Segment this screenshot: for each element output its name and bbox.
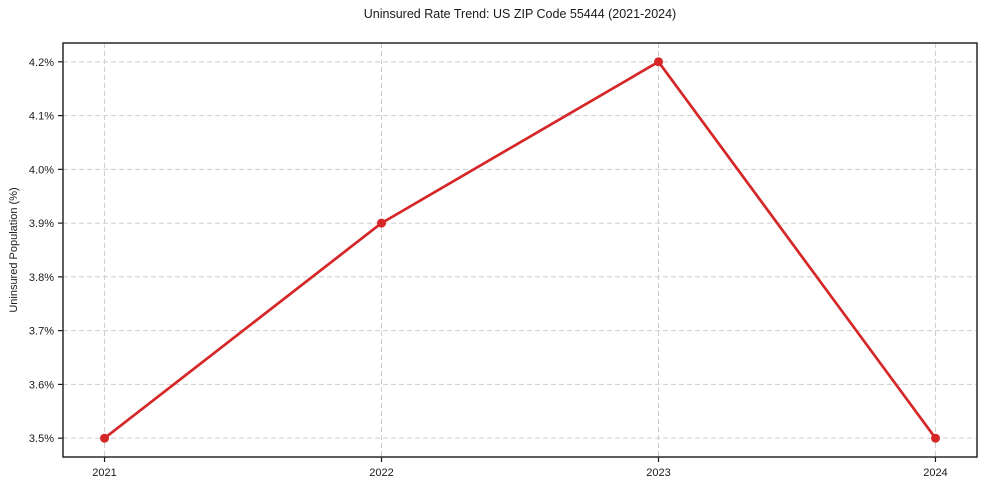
data-point-marker <box>931 433 940 443</box>
y-tick-label: 3.5% <box>29 433 54 445</box>
trend-line <box>103 60 937 440</box>
x-tick-label: 2023 <box>646 467 670 479</box>
y-tick-label: 3.9% <box>29 218 54 230</box>
x-tick-label: 2024 <box>923 467 947 479</box>
y-tick-label: 3.8% <box>29 272 54 284</box>
x-tick-label: 2022 <box>369 467 393 479</box>
plot-border <box>62 42 978 458</box>
data-point-marker <box>654 57 663 67</box>
x-tick-label: 2021 <box>92 467 116 479</box>
data-point-marker <box>100 433 109 443</box>
y-tick-label: 3.7% <box>29 326 54 338</box>
data-point-marker <box>377 218 386 228</box>
y-tick-label: 4.1% <box>29 111 54 123</box>
y-tick-label: 3.6% <box>29 379 54 391</box>
y-tick-label: 4.0% <box>29 164 54 176</box>
chart-title: Uninsured Rate Trend: US ZIP Code 55444 … <box>363 7 677 21</box>
y-tick-label: 4.2% <box>29 57 54 69</box>
